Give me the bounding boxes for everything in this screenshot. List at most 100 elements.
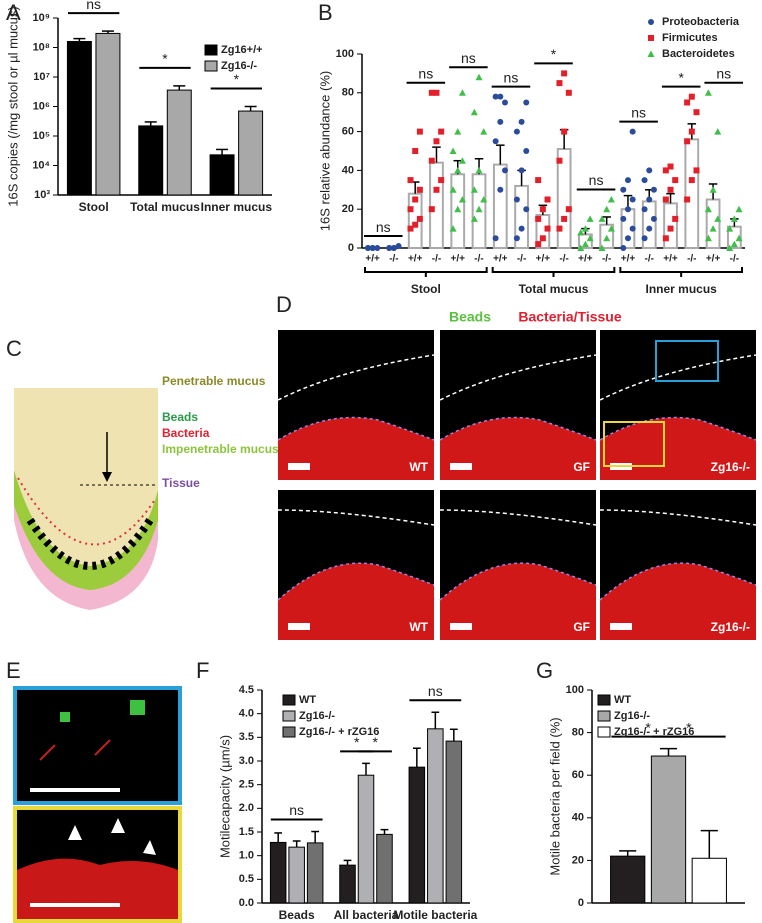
- error-bar: [362, 762, 370, 776]
- y-tick-label: 0.5: [239, 873, 254, 885]
- data-point: [586, 234, 594, 242]
- data-point: [709, 186, 717, 193]
- bar: [691, 857, 727, 904]
- y-tick-label: 40: [572, 812, 584, 824]
- bar: [166, 89, 192, 196]
- error-bar: [311, 830, 320, 843]
- x-tick-label: +/+: [621, 254, 636, 265]
- data-point: [407, 206, 414, 213]
- data-point: [641, 177, 648, 184]
- bar: [427, 728, 444, 904]
- x-tick-label: Stool: [79, 200, 109, 214]
- x-tick-label: +/+: [536, 254, 551, 265]
- data-point: [501, 99, 508, 106]
- error-bar: [73, 37, 86, 42]
- data-point: [539, 206, 546, 213]
- legend-swatch: [597, 710, 611, 722]
- data-point: [433, 186, 440, 193]
- panel-letter: A: [6, 0, 21, 25]
- data-point: [412, 196, 419, 203]
- diagram-label: Penetrable mucus: [162, 374, 266, 388]
- scale-bar: [610, 623, 632, 630]
- data-point: [556, 157, 563, 164]
- image-label: Zg16-/-: [711, 460, 750, 474]
- data-point: [629, 128, 636, 135]
- data-point: [704, 205, 712, 213]
- x-tick-label: Beads: [279, 908, 315, 922]
- bar: [138, 125, 164, 196]
- x-tick-label: Motile bacteria: [393, 908, 477, 922]
- data-point: [650, 215, 657, 222]
- data-point: [730, 240, 738, 248]
- bar: [376, 833, 393, 904]
- x-tick-label: +/+: [493, 254, 508, 265]
- error-bar: [449, 728, 458, 742]
- group-label: Total mucus: [519, 282, 589, 296]
- data-point: [433, 89, 440, 96]
- data-point: [620, 245, 627, 251]
- x-tick-label: +/+: [663, 254, 678, 265]
- significance-label: ns: [716, 66, 731, 82]
- diagram-label: Bacteria: [162, 426, 210, 440]
- data-point: [480, 128, 488, 135]
- data-point: [395, 243, 402, 250]
- x-tick-label: -/-: [730, 254, 739, 265]
- y-tick-label: 1.0: [239, 850, 254, 862]
- tissue-edge: [599, 562, 757, 601]
- data-point: [620, 186, 627, 193]
- data-point: [470, 186, 478, 193]
- data-point: [648, 35, 654, 41]
- y-tick-label: 10⁵: [33, 130, 50, 142]
- legend-label: Bacteroidetes: [662, 48, 735, 60]
- x-tick-label: +/+: [365, 254, 380, 265]
- data-point: [416, 186, 423, 193]
- significance-label: ns: [418, 66, 433, 82]
- x-tick-label: -/-: [389, 254, 398, 265]
- data-point: [458, 157, 466, 164]
- data-point: [577, 244, 585, 251]
- data-point: [390, 245, 397, 251]
- y-tick-label: 60: [572, 769, 584, 781]
- data-point: [704, 234, 712, 242]
- data-point: [518, 225, 525, 232]
- panel-letter: F: [196, 658, 209, 683]
- significance-label: ns: [376, 219, 391, 235]
- data-point: [561, 215, 568, 222]
- y-tick-label: 80: [342, 87, 354, 99]
- y-tick-label: 3.5: [239, 731, 254, 743]
- x-tick-label: -/-: [687, 254, 696, 265]
- data-point: [458, 89, 466, 96]
- legend-label: WT: [299, 694, 316, 706]
- y-tick-label: 0: [578, 897, 584, 909]
- data-point: [523, 99, 530, 106]
- data-point: [412, 221, 419, 228]
- legend-label: Zg16-/-: [299, 710, 335, 722]
- significance-label: *: [354, 734, 360, 750]
- data-point: [646, 167, 653, 174]
- significance-label: *: [373, 734, 379, 750]
- data-point: [407, 225, 414, 232]
- group-label: Stool: [411, 282, 441, 296]
- data-point: [735, 205, 743, 213]
- x-tick-label: All bacteria: [334, 908, 399, 922]
- data-point: [624, 177, 631, 184]
- mucus-edge: [277, 354, 435, 401]
- data-point: [523, 148, 530, 154]
- legend-label: Zg16-/-: [614, 710, 650, 722]
- image-label: WT: [409, 460, 428, 474]
- y-tick-label: 100: [336, 48, 354, 60]
- data-point: [497, 93, 504, 100]
- data-point: [369, 245, 376, 251]
- tissue: [600, 563, 756, 640]
- inset-box: [655, 340, 719, 382]
- tissue-edge: [277, 562, 435, 601]
- error-bar: [496, 144, 505, 165]
- legend-swatch: [282, 710, 296, 722]
- data-point: [629, 196, 636, 203]
- data-point: [577, 228, 585, 236]
- mucus-edge: [599, 354, 757, 401]
- error-bar: [619, 850, 637, 857]
- data-point: [581, 225, 589, 232]
- significance-label: *: [645, 719, 651, 735]
- tissue: [600, 417, 756, 480]
